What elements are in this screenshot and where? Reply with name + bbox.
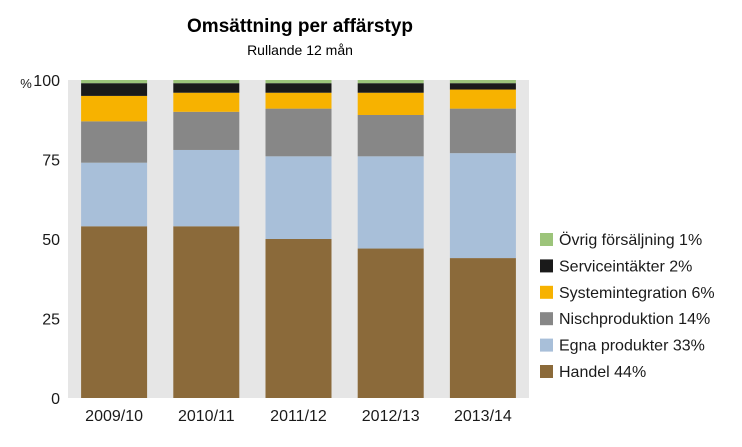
y-tick-label: 100 [33,73,60,90]
bar-segment-övrig-försäljning [81,80,148,84]
bar-segment-serviceintäkter [81,83,148,96]
legend: Övrig försäljning 1% Serviceintäkter 2% Sy… [540,231,715,381]
chart-subtitle: Rullande 12 mån [247,42,353,58]
legend-label: Serviceintäkter 2% [559,258,692,275]
bar-segment-systemintegration [173,92,240,112]
bar-segment-serviceintäkter [265,83,332,93]
bar-segment-egna-produkter [81,162,148,227]
bar-segment-övrig-försäljning [173,80,240,84]
bar-segment-handel [449,258,516,398]
legend-swatch [540,285,553,299]
legend-label: Handel 44% [559,364,646,381]
bar-segment-nischproduktion [449,108,516,154]
bar-segment-nischproduktion [81,121,148,163]
legend-label: Övrig försäljning 1% [559,231,702,249]
bar-segment-egna-produkter [357,156,424,249]
legend-label: Egna produkter 33% [559,338,705,355]
bar-segment-systemintegration [265,92,332,109]
y-tick-label: 25 [42,312,60,329]
legend-label: Systemintegration 6% [559,285,715,302]
bar-segment-nischproduktion [357,114,424,157]
bar-segment-serviceintäkter [173,83,240,93]
y-tick-label: 0 [51,391,60,408]
x-tick-label: 2011/12 [270,408,327,425]
y-tick-label: 50 [42,232,60,249]
legend-swatch [540,338,553,352]
bar-segment-övrig-försäljning [265,80,332,84]
legend-swatch [540,233,553,246]
y-tick-label: 75 [42,153,60,170]
bar-segment-handel [173,226,240,398]
legend-swatch [540,259,553,273]
x-tick-label: 2010/11 [178,408,235,425]
chart-title: Omsättning per affärstyp [187,16,413,37]
legend-label: Nischproduktion 14% [559,311,710,328]
bars-group [81,80,516,398]
bar-segment-systemintegration [449,89,516,109]
bar-segment-nischproduktion [173,111,240,150]
bar-segment-egna-produkter [449,153,516,259]
bar-segment-nischproduktion [265,108,332,157]
y-axis: 0 25 50 75 100 [33,73,60,408]
x-tick-label: 2009/10 [85,408,143,425]
bar-segment-serviceintäkter [449,83,516,90]
x-tick-label: 2012/13 [362,408,420,425]
bar-segment-egna-produkter [265,156,332,239]
x-axis: 2009/10 2010/11 2011/12 2012/13 2013/14 [85,408,512,425]
legend-swatch [540,365,553,378]
bar-segment-övrig-försäljning [449,80,516,84]
bar-segment-egna-produkter [173,149,240,227]
bar-segment-handel [81,226,148,398]
legend-swatch [540,312,553,326]
bar-segment-systemintegration [357,92,424,115]
y-axis-unit-label: % [20,76,32,91]
bar-segment-handel [357,248,424,398]
bar-segment-övrig-försäljning [357,80,424,84]
bar-segment-handel [265,239,332,398]
bar-segment-systemintegration [81,95,148,122]
bar-segment-serviceintäkter [357,83,424,93]
x-tick-label: 2013/14 [454,408,512,425]
